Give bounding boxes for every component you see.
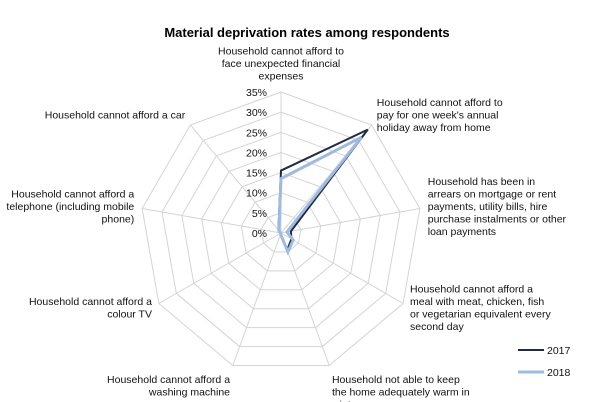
legend-label: 2018 bbox=[547, 367, 571, 379]
tick-label: 35% bbox=[246, 87, 267, 99]
axis-spoke bbox=[142, 208, 282, 234]
axis-spoke bbox=[232, 232, 282, 366]
legend: 2017 2018 bbox=[518, 345, 571, 379]
axis-spoke bbox=[280, 232, 330, 366]
category-labels: Household cannot afford to face unexpecte… bbox=[6, 46, 566, 402]
category-label: Household cannot afford a car bbox=[45, 110, 186, 122]
tick-label: 15% bbox=[246, 168, 267, 180]
grid-ring bbox=[201, 151, 361, 310]
tick-label: 25% bbox=[246, 127, 267, 139]
grid-ring bbox=[141, 91, 421, 366]
tick-label: 10% bbox=[246, 188, 267, 200]
grid bbox=[141, 91, 421, 366]
axis-spoke bbox=[280, 232, 404, 304]
category-label: Household has been in arrears on mortgage… bbox=[428, 176, 567, 238]
axis-spoke bbox=[189, 124, 282, 234]
series-line-2018 bbox=[277, 135, 363, 256]
category-label: Household cannot afford a telephone (incl… bbox=[6, 188, 134, 225]
category-label: Household cannot afford a meal with meat,… bbox=[410, 284, 551, 334]
radial-axis-ticks: 0% 5% 10% 15% 20% 25% 30% 35% bbox=[246, 87, 267, 240]
tick-label: 30% bbox=[246, 107, 267, 119]
grid-ring bbox=[161, 111, 401, 348]
tick-label: 20% bbox=[246, 147, 267, 159]
category-label: Household cannot afford a colour TV bbox=[29, 296, 152, 321]
legend-label: 2017 bbox=[547, 345, 571, 357]
axis-spoke bbox=[280, 208, 420, 234]
tick-label: 0% bbox=[252, 228, 267, 240]
chart-title: Material deprivation rates among respond… bbox=[164, 25, 449, 40]
grid-ring bbox=[220, 172, 342, 291]
category-label: Household cannot afford to face unexpecte… bbox=[218, 46, 344, 83]
category-label: Household cannot afford a washing machine bbox=[107, 374, 230, 399]
series-lines bbox=[277, 128, 369, 256]
tick-label: 5% bbox=[252, 208, 267, 220]
category-label: Household not able to keep the home adequ… bbox=[331, 374, 470, 402]
category-label: Household cannot afford to pay for one we… bbox=[377, 97, 503, 134]
grid-ring bbox=[181, 131, 381, 329]
axis-spoke bbox=[158, 232, 282, 304]
grid-ring bbox=[240, 192, 322, 272]
